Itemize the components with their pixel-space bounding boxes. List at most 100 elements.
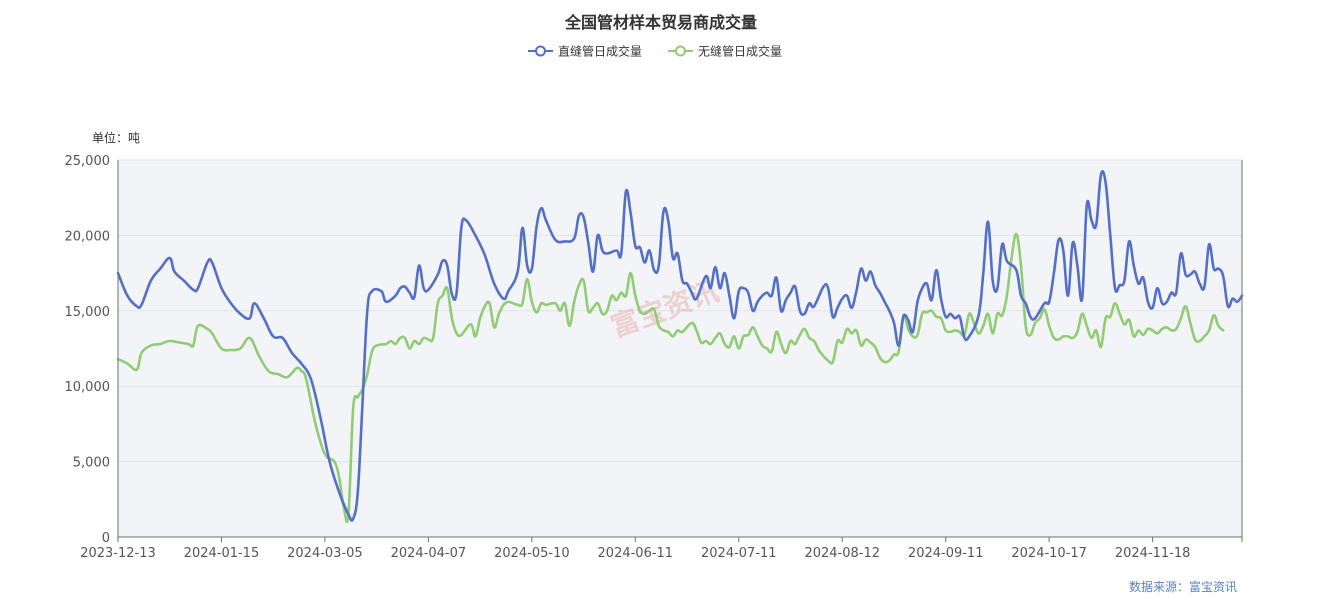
data-point[interactable] [765,291,769,295]
data-point[interactable] [784,351,788,355]
data-point[interactable] [582,215,586,219]
data-point[interactable] [671,256,675,260]
data-point[interactable] [219,347,223,351]
data-point[interactable] [1235,300,1239,304]
data-point[interactable] [229,301,233,305]
data-point[interactable] [1146,327,1150,331]
data-point[interactable] [831,360,835,364]
data-point[interactable] [506,300,510,304]
data-point[interactable] [638,309,642,313]
data-point[interactable] [798,333,802,337]
data-point[interactable] [1193,270,1197,274]
data-point[interactable] [713,336,717,340]
data-point[interactable] [384,300,388,304]
data-point[interactable] [652,307,656,311]
data-point[interactable] [864,279,868,283]
data-point[interactable] [1127,239,1131,243]
data-point[interactable] [1202,334,1206,338]
data-point[interactable] [1174,327,1178,331]
data-point[interactable] [191,288,195,292]
data-point[interactable] [422,336,426,340]
data-point[interactable] [365,309,369,313]
data-point[interactable] [1160,301,1164,305]
data-point[interactable] [1174,291,1178,295]
data-point[interactable] [1202,285,1206,289]
data-point[interactable] [1212,267,1216,271]
data-point[interactable] [516,270,520,274]
data-point[interactable] [1080,297,1084,301]
data-point[interactable] [1184,273,1188,277]
data-point[interactable] [836,306,840,310]
data-point[interactable] [1085,203,1089,207]
data-point[interactable] [196,286,200,290]
data-point[interactable] [210,331,214,335]
data-point[interactable] [459,333,463,337]
data-point[interactable] [544,218,548,222]
data-point[interactable] [605,309,609,313]
data-point[interactable] [266,369,270,373]
data-point[interactable] [741,286,745,290]
legend[interactable]: 直缝管日成交量 无缝管日成交量 [528,44,782,59]
data-point[interactable] [276,372,280,376]
data-point[interactable] [1122,279,1126,283]
data-point[interactable] [953,316,957,320]
data-point[interactable] [901,315,905,319]
data-point[interactable] [939,316,943,320]
data-point[interactable] [398,336,402,340]
data-point[interactable] [591,270,595,274]
data-point[interactable] [403,336,407,340]
data-point[interactable] [1198,339,1202,343]
data-point[interactable] [897,343,901,347]
data-point[interactable] [662,209,666,213]
data-point[interactable] [158,267,162,271]
data-point[interactable] [1122,322,1126,326]
data-point[interactable] [709,342,713,346]
data-point[interactable] [1212,313,1216,317]
data-point[interactable] [1132,264,1136,268]
data-point[interactable] [238,312,242,316]
data-point[interactable] [1071,336,1075,340]
data-point[interactable] [1169,291,1173,295]
data-point[interactable] [854,289,858,293]
data-point[interactable] [760,294,764,298]
data-point[interactable] [676,251,680,255]
data-point[interactable] [238,347,242,351]
data-point[interactable] [596,301,600,305]
data-point[interactable] [610,294,614,298]
data-point[interactable] [393,342,397,346]
data-point[interactable] [666,218,670,222]
data-point[interactable] [492,282,496,286]
data-point[interactable] [530,267,534,271]
data-point[interactable] [789,339,793,343]
data-point[interactable] [328,460,332,464]
data-point[interactable] [737,289,741,293]
data-point[interactable] [426,337,430,341]
data-point[interactable] [854,328,858,332]
data-point[interactable] [1019,264,1023,268]
data-point[interactable] [1226,304,1230,308]
data-point[interactable] [511,301,515,305]
data-point[interactable] [1075,330,1079,334]
data-point[interactable] [883,360,887,364]
data-point[interactable] [643,261,647,265]
data-point[interactable] [1099,345,1103,349]
data-point[interactable] [1047,324,1051,328]
data-point[interactable] [473,233,477,237]
data-point[interactable] [850,306,854,310]
data-point[interactable] [553,238,557,242]
data-point[interactable] [596,233,600,237]
data-point[interactable] [1075,264,1079,268]
data-point[interactable] [817,348,821,352]
data-point[interactable] [878,356,882,360]
data-point[interactable] [1165,325,1169,329]
data-point[interactable] [981,271,985,275]
data-point[interactable] [299,362,303,366]
data-point[interactable] [290,351,294,355]
data-point[interactable] [337,490,341,494]
data-point[interactable] [403,285,407,289]
data-point[interactable] [1038,316,1042,320]
data-point[interactable] [633,244,637,248]
data-point[interactable] [389,339,393,343]
data-point[interactable] [393,294,397,298]
data-point[interactable] [793,342,797,346]
